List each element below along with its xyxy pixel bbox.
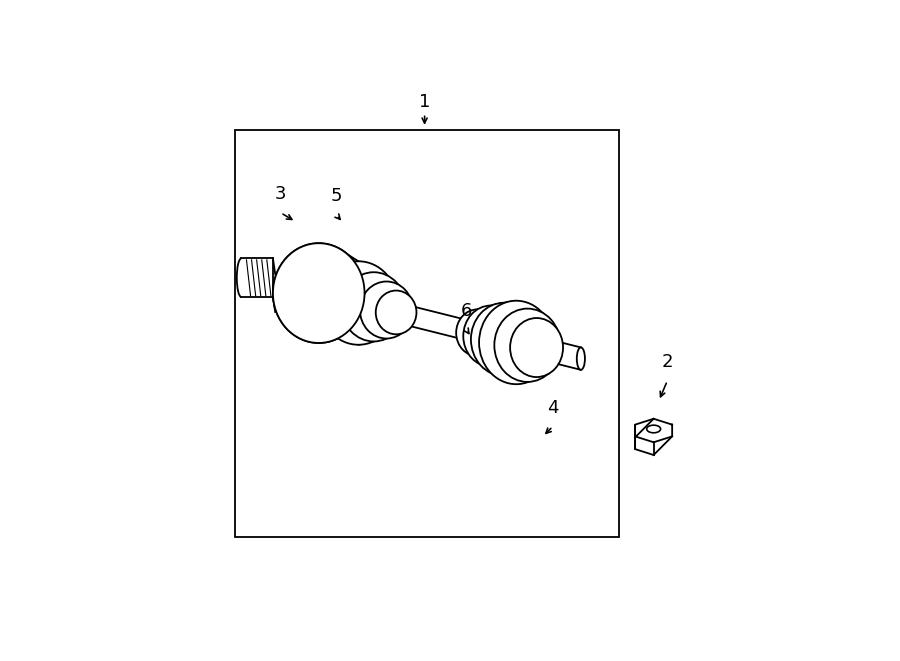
- Text: 5: 5: [331, 187, 342, 206]
- Ellipse shape: [494, 309, 561, 382]
- Ellipse shape: [273, 243, 364, 343]
- Ellipse shape: [510, 318, 563, 377]
- Ellipse shape: [464, 305, 518, 367]
- Text: 4: 4: [547, 399, 559, 416]
- Ellipse shape: [360, 282, 413, 338]
- Ellipse shape: [577, 348, 585, 369]
- Ellipse shape: [320, 261, 397, 345]
- Ellipse shape: [471, 303, 537, 376]
- Text: 1: 1: [418, 93, 430, 111]
- Ellipse shape: [273, 243, 364, 343]
- Ellipse shape: [456, 309, 499, 356]
- Text: 2: 2: [662, 353, 673, 371]
- Ellipse shape: [375, 291, 417, 334]
- Bar: [235, 130, 619, 537]
- Ellipse shape: [479, 301, 554, 384]
- Text: 3: 3: [274, 185, 286, 203]
- Text: 6: 6: [461, 302, 472, 320]
- Ellipse shape: [342, 272, 406, 342]
